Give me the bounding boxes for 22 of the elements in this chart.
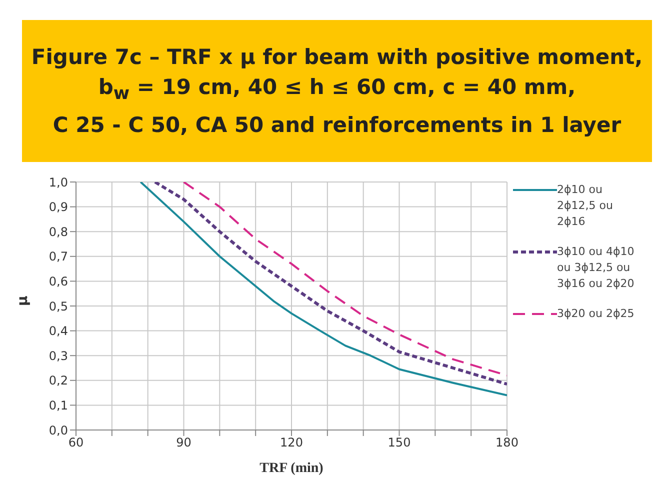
y-tick-label: 0,7 <box>48 250 68 264</box>
x-tick-label: 90 <box>176 436 192 450</box>
legend-label: 3ϕ10 ou 4ϕ10 ou 3ϕ12,5 ou 3ϕ16 ou 2ϕ20 <box>557 244 636 292</box>
y-tick-label: 1,0 <box>48 175 68 190</box>
y-tick-label: 0,5 <box>48 299 68 314</box>
y-tick-label: 0,9 <box>48 200 68 214</box>
y-axis-title: μ <box>14 296 31 306</box>
x-tick-label: 180 <box>496 436 518 450</box>
y-tick-label: 0,2 <box>48 374 68 388</box>
y-tick-label: 0,1 <box>48 398 68 412</box>
legend-label: 2ϕ10 ou 2ϕ12,5 ou 2ϕ16 <box>557 182 614 230</box>
y-tick-label: 0,8 <box>48 224 68 239</box>
x-tick-label: 150 <box>388 436 411 450</box>
y-tick-label: 0,4 <box>48 324 68 338</box>
y-tick-label: 0,3 <box>48 348 68 363</box>
chart-title: Figure 7c – TRF x μ for beam with positive moment, b$_{w}$ = 19 cm, 40 ≤ h ≤ 60 cm, c = 40 mm, C 25 - C 50, CA 50 and reinforcements in 1 layer <box>31 44 643 139</box>
x-tick-label: 60 <box>68 436 84 450</box>
y-tick-label: 0,6 <box>48 274 68 288</box>
legend-label: 3ϕ20 ou 2ϕ25 <box>557 306 636 322</box>
x-axis-title: TRF (min) <box>260 461 324 476</box>
x-tick-label: 120 <box>280 436 303 450</box>
y-tick-label: 0,0 <box>48 423 68 438</box>
